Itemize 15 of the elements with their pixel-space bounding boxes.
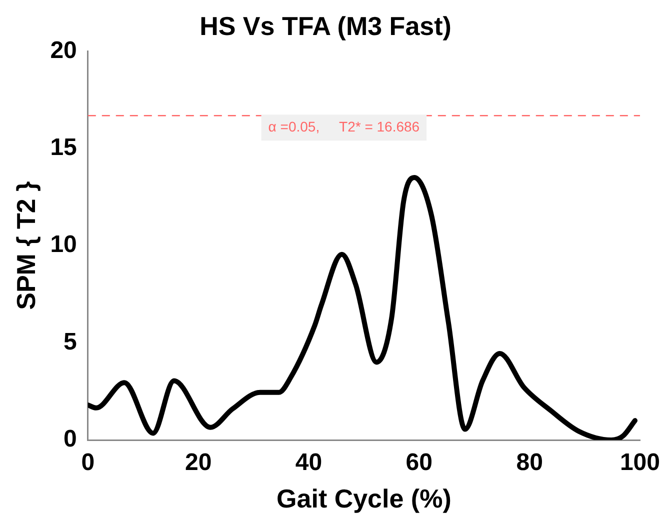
ref-line-label: α =0.05, T2* = 16.686 xyxy=(268,118,420,134)
y-axis-title: SPM { T2 } xyxy=(10,181,41,310)
y-tick-label: 15 xyxy=(50,134,77,162)
x-axis-title: Gait Cycle (%) xyxy=(276,484,452,514)
x-tick-label: 20 xyxy=(184,449,212,476)
chart-title: HS Vs TFA (M3 Fast) xyxy=(200,10,452,41)
x-tick-label: 60 xyxy=(406,449,432,476)
x-tick-label: 80 xyxy=(516,449,543,476)
y-tick-label: 20 xyxy=(50,36,77,64)
y-tick-label: 0 xyxy=(64,426,77,453)
y-tick-label: 5 xyxy=(64,328,77,356)
x-tick-label: 40 xyxy=(295,449,322,476)
x-tick-label: 100 xyxy=(620,449,660,476)
x-tick-label: 0 xyxy=(81,449,95,476)
y-tick-label: 10 xyxy=(50,231,77,258)
